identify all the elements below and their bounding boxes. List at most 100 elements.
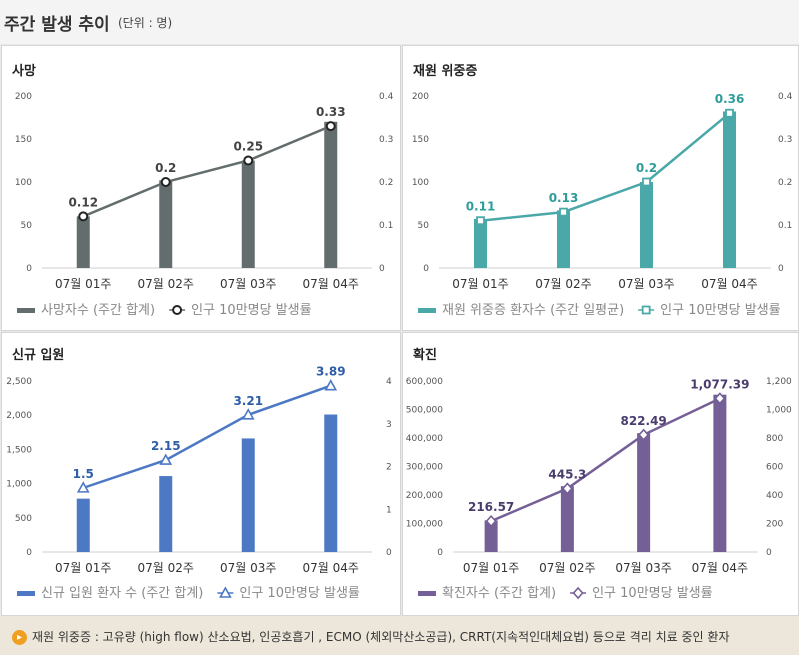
y-tick-right: 0.4 — [778, 92, 793, 102]
data-label: 0.25 — [233, 140, 263, 154]
y-tick-right: 400 — [766, 491, 783, 501]
y-tick-right: 0 — [386, 548, 392, 558]
y-tick-right: 2 — [386, 463, 392, 473]
line-marker — [76, 481, 90, 493]
y-tick-right: 1,200 — [766, 377, 792, 387]
x-tick-label: 07월 04주 — [303, 277, 359, 291]
y-tick-right: 0.2 — [379, 178, 393, 188]
y-tick-left: 50 — [21, 221, 33, 231]
y-tick-left: 200,000 — [406, 491, 443, 501]
data-label: 2.15 — [151, 439, 181, 453]
bar — [159, 180, 173, 268]
panel-confirmed: 확진 0 100,000 200,000 300,000 400,000 500,000 60… — [402, 332, 799, 616]
x-tick-label: 07월 03주 — [220, 277, 276, 291]
rate-line — [82, 124, 332, 218]
bar — [159, 476, 173, 552]
y-tick-right: 0 — [379, 264, 385, 274]
x-tick-label: 07월 01주 — [463, 561, 519, 575]
bar — [723, 111, 736, 268]
line-marker — [160, 177, 171, 187]
chart-title: 사망 — [12, 63, 36, 79]
line-marker — [243, 155, 254, 166]
bar — [76, 498, 90, 552]
x-tick-label: 07월 02주 — [138, 277, 194, 291]
panel-critical: 재원 위중증 0 50 100 150 200 0 0.1 0.2 0.3 0.4 07월 01주 07… — [402, 45, 799, 331]
x-tick-label: 07월 02주 — [539, 561, 595, 575]
bar — [474, 218, 487, 268]
data-label: 0.2 — [636, 161, 657, 175]
chart-title: 확진 — [413, 347, 437, 363]
y-tick-left: 200 — [412, 92, 429, 102]
x-tick-label: 07월 01주 — [55, 561, 111, 575]
x-tick-label: 07월 04주 — [701, 277, 757, 291]
x-tick-label: 07월 02주 — [138, 561, 194, 575]
legend-marker — [172, 305, 183, 315]
y-tick-left: 1,000 — [6, 480, 32, 490]
data-label: 0.36 — [715, 92, 745, 106]
y-tick-right: 4 — [386, 377, 392, 387]
data-label: 1,077.39 — [690, 377, 749, 391]
line-marker — [476, 216, 485, 226]
y-tick-right: 1 — [386, 505, 392, 515]
bar — [713, 394, 727, 552]
legend-line-label: 인구 10만명당 발생률 — [191, 303, 312, 318]
x-tick-label: 07월 01주 — [452, 277, 508, 291]
data-label: 0.12 — [68, 195, 98, 209]
bar — [324, 121, 338, 268]
bar — [241, 438, 255, 552]
y-tick-left: 500 — [15, 514, 32, 524]
legend-bar-label: 사망자수 (주간 합계) — [41, 303, 155, 318]
x-tick-label: 07월 01주 — [55, 277, 111, 291]
y-tick-left: 0 — [26, 264, 32, 274]
bar — [484, 520, 498, 552]
x-tick-label: 07월 02주 — [535, 277, 591, 291]
y-tick-right: 0.1 — [778, 221, 792, 231]
y-tick-left: 300,000 — [406, 463, 443, 473]
y-tick-right: 0 — [778, 264, 784, 274]
y-tick-left: 600,000 — [406, 377, 443, 387]
y-tick-right: 600 — [766, 463, 783, 473]
data-label: 0.11 — [466, 200, 496, 214]
line-marker — [324, 379, 338, 391]
legend-marker — [641, 305, 651, 315]
rate-line — [490, 397, 721, 523]
line-marker — [241, 408, 255, 420]
rate-line — [480, 112, 731, 222]
x-tick-label: 07월 03주 — [618, 277, 674, 291]
y-tick-left: 0 — [26, 548, 32, 558]
line-marker — [725, 108, 734, 118]
y-tick-left: 0 — [423, 264, 429, 274]
y-tick-right: 0 — [766, 548, 772, 558]
panel-admissions: 신규 입원 0 500 1,000 1,500 2,000 2,500 0 1 2 3 4 07월 01… — [1, 332, 401, 616]
legend-bar-swatch — [418, 591, 436, 596]
chart-admissions: 신규 입원 0 500 1,000 1,500 2,000 2,500 0 1 2 3 4 07월 01… — [6, 348, 392, 601]
data-label: 3.21 — [233, 394, 263, 408]
y-tick-right: 0.4 — [379, 92, 394, 102]
data-label: 216.57 — [468, 500, 514, 514]
y-tick-right: 0.2 — [778, 178, 792, 188]
chart-deaths: 사망 0 50 100 150 200 0 0.1 0.2 0.3 0.4 07월 01주 07월 02… — [12, 63, 394, 318]
y-tick-left: 0 — [437, 548, 443, 558]
chart-title: 신규 입원 — [12, 348, 64, 363]
y-tick-left: 50 — [418, 221, 430, 231]
y-tick-left: 100,000 — [406, 520, 443, 530]
data-label: 0.2 — [155, 161, 176, 175]
data-label: 822.49 — [620, 414, 666, 428]
legend-bar-swatch — [17, 591, 35, 596]
y-tick-right: 1,000 — [766, 406, 792, 416]
y-tick-left: 100 — [15, 178, 32, 188]
bar — [560, 486, 574, 552]
y-tick-left: 100 — [412, 178, 429, 188]
bar — [637, 433, 651, 552]
y-tick-left: 2,000 — [6, 411, 32, 421]
x-tick-label: 07월 04주 — [692, 561, 748, 575]
data-label: 445.3 — [548, 468, 586, 482]
legend-marker — [219, 586, 232, 598]
y-tick-left: 400,000 — [406, 434, 443, 444]
data-label: 1.5 — [73, 467, 94, 481]
y-tick-left: 150 — [15, 135, 32, 145]
page-header: 주간 발생 추이 (단위 : 명) — [0, 0, 799, 44]
y-tick-right: 0.3 — [778, 135, 792, 145]
line-marker — [714, 392, 726, 405]
bar — [76, 216, 90, 268]
